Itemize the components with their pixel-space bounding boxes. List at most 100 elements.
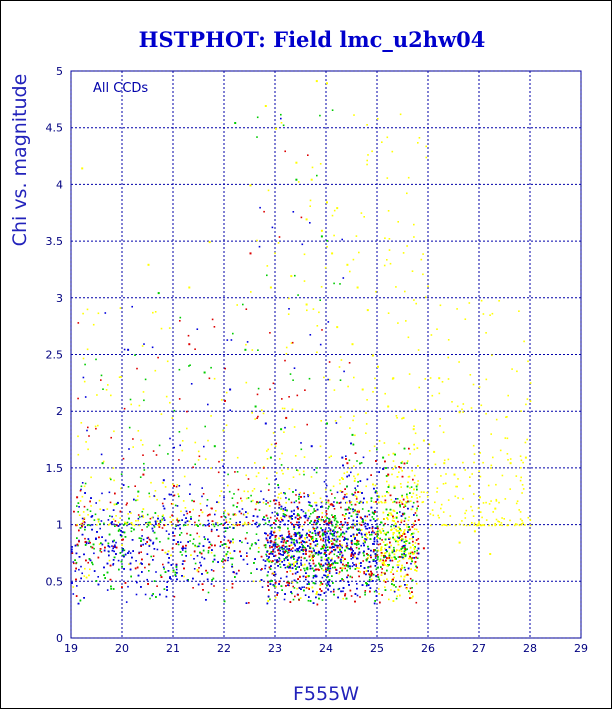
- data-point: [379, 543, 382, 545]
- data-point: [225, 589, 228, 591]
- data-point: [358, 528, 360, 530]
- data-point: [372, 530, 374, 532]
- data-point: [383, 532, 386, 535]
- data-point: [319, 535, 321, 538]
- data-point: [396, 498, 399, 500]
- data-point: [393, 553, 396, 556]
- data-point: [292, 598, 295, 601]
- data-point: [327, 549, 329, 551]
- data-point: [180, 532, 183, 534]
- data-point: [296, 566, 298, 568]
- data-point: [263, 516, 265, 518]
- data-point: [395, 597, 398, 600]
- data-point: [165, 595, 168, 598]
- data-point: [308, 583, 310, 585]
- data-point: [277, 560, 280, 562]
- data-point: [141, 558, 143, 561]
- data-point: [287, 536, 289, 538]
- data-point: [283, 492, 285, 494]
- data-point: [318, 569, 320, 571]
- data-point: [161, 515, 164, 518]
- data-point: [291, 538, 293, 540]
- data-point: [336, 546, 339, 549]
- data-point: [257, 539, 260, 541]
- data-point: [354, 524, 356, 527]
- data-point: [219, 545, 222, 548]
- data-point: [341, 556, 343, 558]
- data-point: [340, 534, 342, 536]
- data-point: [339, 553, 341, 556]
- data-point: [364, 541, 366, 544]
- data-point: [277, 514, 279, 516]
- data-point: [158, 526, 161, 528]
- data-point: [377, 533, 379, 536]
- data-point: [376, 554, 379, 556]
- data-point: [345, 458, 347, 460]
- data-point: [293, 526, 295, 528]
- data-point: [276, 594, 278, 596]
- data-point: [110, 585, 112, 588]
- data-point: [187, 541, 189, 543]
- data-point: [299, 576, 301, 578]
- data-point: [290, 521, 292, 524]
- data-point: [249, 547, 251, 550]
- data-point: [183, 514, 185, 516]
- data-point: [392, 536, 394, 539]
- data-point: [402, 557, 405, 560]
- data-point: [397, 526, 400, 529]
- data-point: [345, 530, 348, 533]
- data-point: [331, 504, 334, 506]
- data-point: [277, 484, 279, 486]
- data-point: [229, 552, 231, 554]
- data-point: [417, 547, 420, 550]
- data-point: [297, 578, 299, 580]
- data-point: [416, 488, 418, 491]
- data-point: [375, 490, 377, 492]
- data-point: [119, 534, 122, 536]
- data-point: [274, 502, 277, 505]
- data-point: [175, 575, 177, 577]
- data-point: [328, 563, 330, 565]
- data-point: [385, 467, 387, 469]
- data-point: [296, 581, 299, 584]
- data-point: [299, 535, 301, 537]
- data-point: [405, 554, 407, 556]
- data-point: [293, 528, 295, 530]
- data-point: [93, 519, 96, 521]
- data-point: [340, 532, 343, 535]
- data-point: [400, 568, 402, 570]
- data-point: [242, 558, 245, 561]
- data-point: [288, 536, 290, 538]
- data-point: [390, 589, 392, 591]
- data-point: [337, 551, 340, 553]
- data-point: [404, 538, 407, 541]
- data-point: [321, 534, 324, 537]
- data-point: [355, 565, 357, 567]
- data-point: [305, 534, 307, 536]
- data-point: [316, 591, 318, 593]
- data-point: [331, 537, 334, 540]
- data-point: [189, 540, 191, 542]
- data-point: [157, 517, 159, 520]
- data-point: [336, 555, 338, 557]
- data-point: [149, 597, 151, 600]
- data-point: [352, 556, 354, 559]
- data-point: [388, 512, 390, 514]
- data-point: [286, 509, 288, 512]
- data-point: [400, 521, 403, 524]
- data-point: [285, 575, 288, 578]
- data-point: [292, 585, 294, 588]
- data-point: [83, 575, 86, 577]
- data-point: [376, 448, 378, 451]
- data-point: [193, 568, 196, 570]
- data-point: [128, 563, 130, 565]
- data-point: [369, 554, 372, 557]
- data-point: [108, 559, 111, 562]
- data-point: [363, 544, 365, 547]
- data-point: [245, 511, 247, 513]
- data-point: [326, 581, 329, 584]
- data-point: [161, 549, 164, 551]
- data-point: [254, 508, 257, 511]
- data-point: [186, 520, 189, 522]
- data-point: [281, 548, 284, 550]
